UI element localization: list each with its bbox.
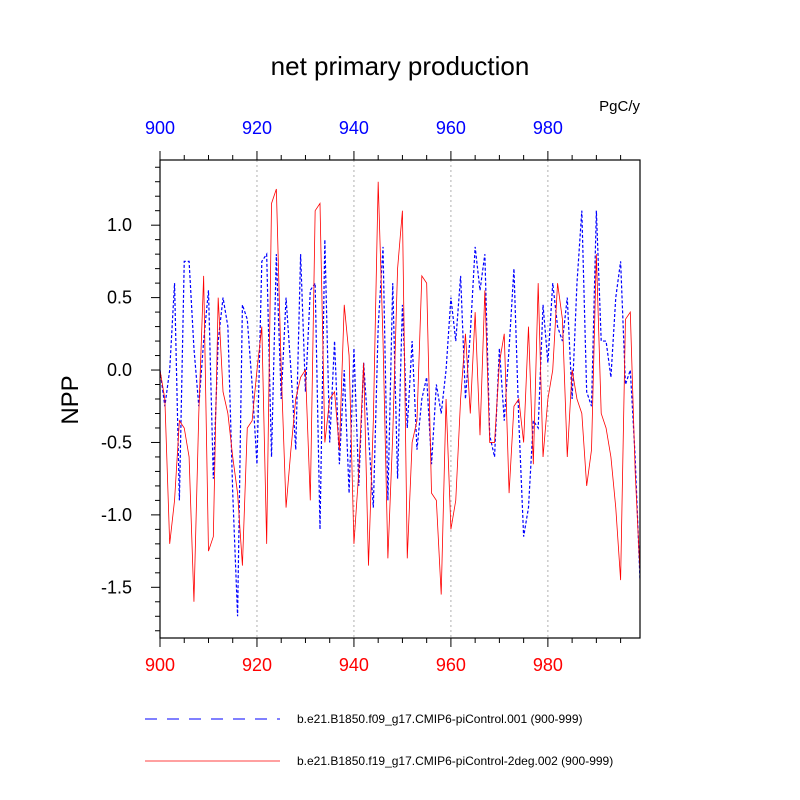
x-tick-label-top: 900 [145,118,175,138]
legend: b.e21.B1850.f09_g17.CMIP6-piControl.001 … [145,712,613,768]
x-tick-label-top: 940 [339,118,369,138]
x-tick-label-bottom: 900 [145,655,175,675]
x-tick-label-bottom: 980 [533,655,563,675]
units-label: PgC/y [599,98,640,115]
x-tick-label-top: 920 [242,118,272,138]
axis-ticks [151,151,622,647]
y-tick-label: 0.5 [107,288,132,308]
series-line-2 [160,181,640,602]
x-tick-label-top: 980 [533,118,563,138]
y-tick-label: 0.0 [107,360,132,380]
series-line-1 [160,210,640,617]
x-tick-label-top: 960 [436,118,466,138]
x-tick-label-bottom: 960 [436,655,466,675]
x-tick-label-bottom: 920 [242,655,272,675]
x-tick-label-bottom: 940 [339,655,369,675]
y-tick-label: -1.5 [101,577,132,597]
y-axis-label: NPP [57,375,84,424]
axis-tick-labels: 900 900 920 920 940 940 960 960 980 980 1.0 0.5 0.0 -… [101,118,563,675]
chart-title: net primary production [271,51,530,81]
series-lines [160,181,640,617]
y-tick-label: -1.0 [101,505,132,525]
y-tick-label: 1.0 [107,215,132,235]
legend-label-2: b.e21.B1850.f19_g17.CMIP6-piControl-2deg… [297,754,613,768]
legend-label-1: b.e21.B1850.f09_g17.CMIP6-piControl.001 … [297,712,583,726]
y-tick-label: -0.5 [101,432,132,452]
